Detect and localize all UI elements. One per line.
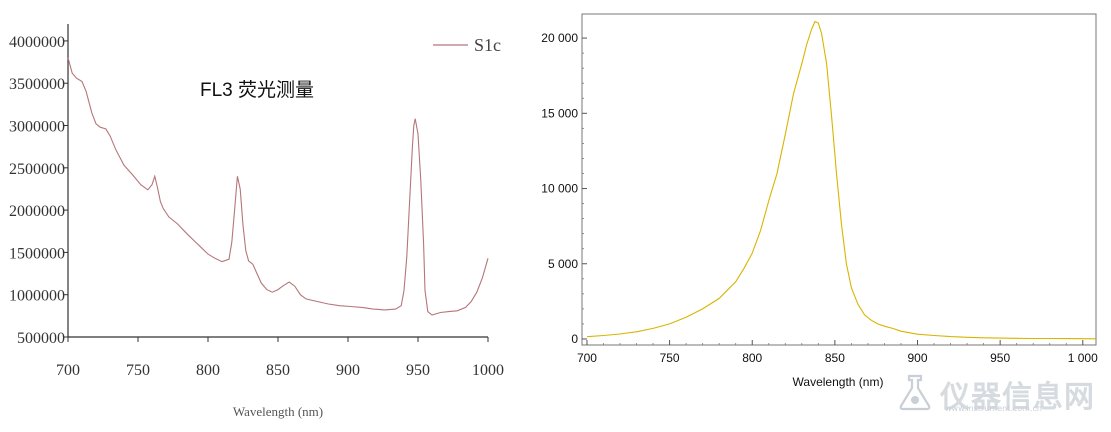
left-chart-x-axis-label: Wavelength (nm) — [233, 404, 323, 419]
right-y-tick-label: 15 000 — [541, 106, 578, 120]
left-x-tick-label: 900 — [336, 362, 360, 379]
right-x-tick-label: 850 — [825, 351, 845, 365]
right-chart-ticks: 0 5 000 10 000 15 000 20 000 700 750 800 850 900 9… — [541, 31, 1098, 365]
left-y-tick-label: 1500000 — [9, 245, 65, 262]
series-line-s1c — [67, 57, 489, 316]
left-x-tick-label: 950 — [406, 362, 430, 379]
right-x-tick-label: 800 — [742, 351, 762, 365]
left-x-tick-label: 750 — [126, 362, 150, 379]
right-y-tick-label: 10 000 — [541, 182, 578, 196]
left-y-tick-label: 500000 — [17, 330, 65, 347]
left-y-tick-label: 1000000 — [9, 288, 65, 305]
legend-label-s1c: S1c — [474, 35, 501, 55]
watermark-text: 仪器信息网 — [940, 380, 1095, 415]
left-chart-ticks: 500000 1000000 1500000 2000000 2500000 300000… — [9, 34, 504, 379]
right-y-tick-label: 5 000 — [548, 257, 578, 271]
left-x-tick-label: 850 — [266, 362, 290, 379]
left-chart-title: FL3 荧光测量 — [200, 79, 314, 101]
right-chart: 0 5 000 10 000 15 000 20 000 700 750 800 850 900 9… — [541, 13, 1098, 389]
left-x-tick-label: 1000 — [472, 362, 504, 379]
right-x-tick-label: 700 — [577, 351, 597, 365]
watermark-subtext: www.instrument.com.cn — [945, 404, 1042, 413]
left-chart-legend: S1c — [433, 35, 501, 55]
right-chart-frame — [581, 13, 1097, 346]
right-x-tick-label: 750 — [660, 351, 680, 365]
left-y-tick-label: 2000000 — [9, 203, 65, 220]
left-x-tick-label: 800 — [196, 362, 220, 379]
left-y-tick-label: 2500000 — [9, 161, 65, 178]
right-y-tick-label: 0 — [571, 332, 578, 346]
series-line-fluorescence — [586, 20, 1097, 340]
left-chart: FL3 荧光测量 S1c 500000 1000000 1500000 2000000… — [9, 24, 504, 419]
left-y-tick-label: 3000000 — [9, 119, 65, 136]
right-y-tick-label: 20 000 — [541, 31, 578, 45]
left-y-tick-label: 4000000 — [9, 34, 65, 51]
left-x-tick-label: 700 — [56, 362, 80, 379]
right-x-tick-label: 950 — [990, 351, 1010, 365]
right-x-tick-label: 1 000 — [1068, 351, 1098, 365]
left-y-tick-label: 3500000 — [9, 76, 65, 93]
right-x-tick-label: 900 — [907, 351, 927, 365]
watermark-logo-icon — [899, 374, 931, 411]
right-chart-x-axis-label: Wavelength (nm) — [793, 375, 884, 389]
